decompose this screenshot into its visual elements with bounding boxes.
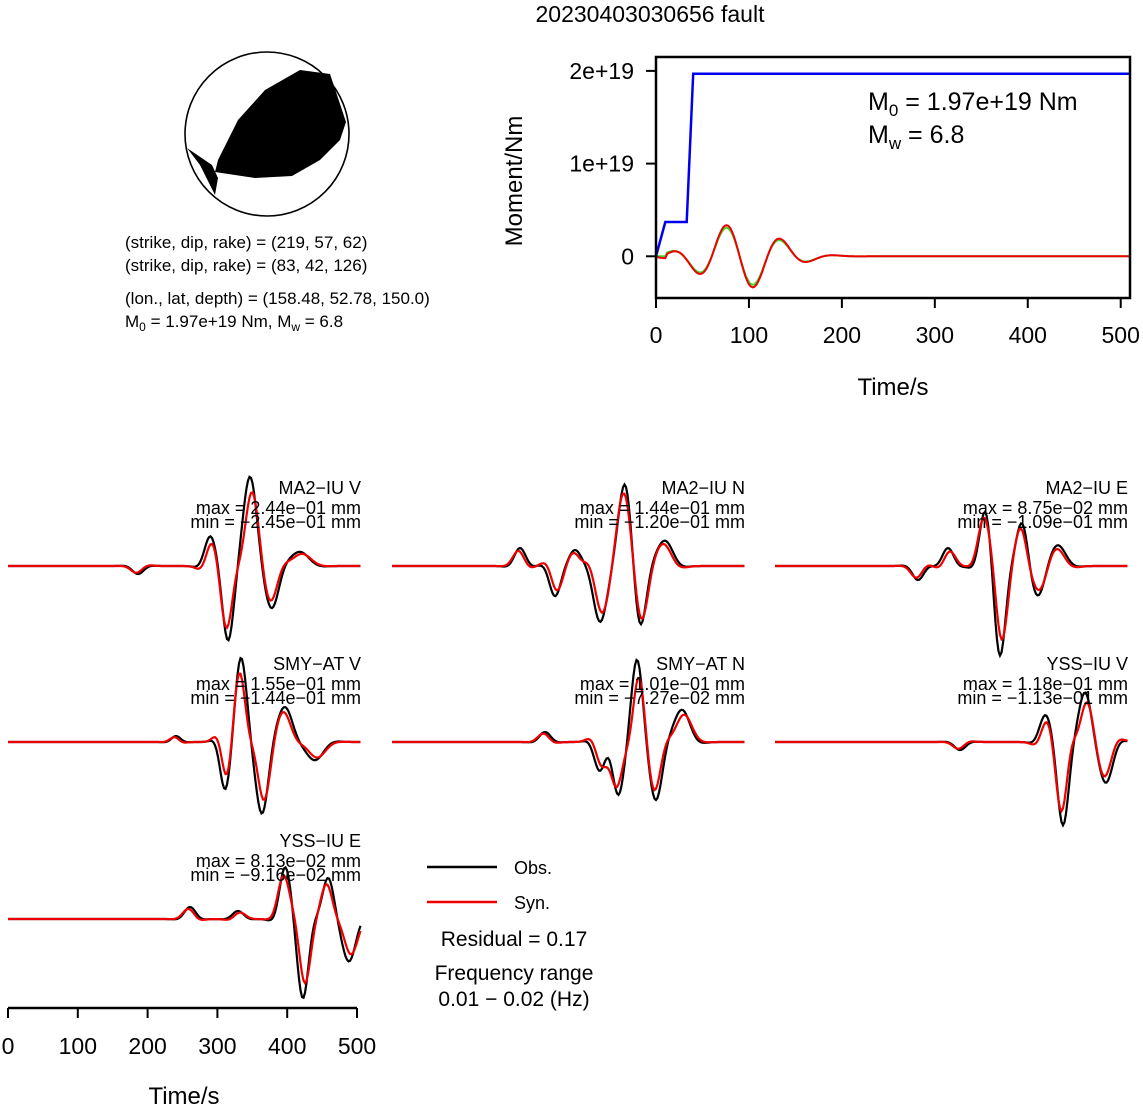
station-min: min = −1.44e−01 mm bbox=[190, 688, 361, 708]
station-max: max = 1.18e−01 mm bbox=[963, 674, 1128, 694]
station-max: max = 1.55e−01 mm bbox=[196, 674, 361, 694]
moment-x-axis: 0 100 200 300 400 500 bbox=[650, 298, 1140, 348]
moment-xtick-label: 400 bbox=[1009, 322, 1047, 348]
beachball-compression-main bbox=[215, 70, 346, 178]
moment-ylabel: Moment/Nm bbox=[501, 116, 528, 247]
obs-trace bbox=[775, 509, 1128, 659]
station-name: MA2−IU V bbox=[278, 478, 361, 498]
station-min: min = −9.16e−02 mm bbox=[190, 865, 361, 885]
syn-trace bbox=[392, 492, 745, 620]
station-max: max = 8.75e−02 mm bbox=[963, 498, 1128, 518]
moment-plot-frame bbox=[654, 55, 1132, 300]
moment-chart: 0 1e+19 2e+19 0 100 200 300 400 500 Moment/Nm T… bbox=[501, 55, 1140, 401]
moment-ytick-label: 2e+19 bbox=[569, 58, 634, 84]
syn-trace bbox=[775, 700, 1128, 814]
syn-trace bbox=[775, 516, 1128, 642]
moment-ytick-label: 0 bbox=[621, 243, 634, 269]
legend-syn-label: Syn. bbox=[514, 893, 550, 913]
syn-trace bbox=[8, 672, 361, 802]
frequency-label: Frequency range bbox=[435, 962, 594, 985]
beachball-compression-side bbox=[187, 148, 218, 195]
mw-annotation: Mw = 6.8 bbox=[868, 121, 964, 153]
obs-trace bbox=[775, 691, 1128, 828]
syn-trace bbox=[8, 490, 361, 630]
station-max: max = 8.13e−02 mm bbox=[196, 851, 361, 871]
station-min: min = −1.20e−01 mm bbox=[574, 512, 745, 532]
waveform-xlabel: Time/s bbox=[148, 1083, 219, 1106]
moment-xtick-label: 200 bbox=[823, 322, 861, 348]
beachball-diagram bbox=[184, 51, 350, 217]
plane2-text: (strike, dip, rake) = (83, 42, 126) bbox=[125, 256, 367, 275]
waveform-x-axis: 0 100 200 300 400 500 bbox=[2, 1006, 376, 1059]
station-max: max = 1.44e−01 mm bbox=[580, 498, 745, 518]
station-name: MA2−IU N bbox=[661, 478, 745, 498]
figure-title: 20230403030656 fault bbox=[536, 1, 766, 27]
station-name: SMY−AT V bbox=[273, 654, 361, 674]
station-name: SMY−AT N bbox=[656, 654, 745, 674]
frequency-value: 0.01 − 0.02 (Hz) bbox=[438, 988, 589, 1011]
moment-xtick-label: 100 bbox=[730, 322, 768, 348]
location-text: (lon., lat, depth) = (158.48, 52.78, 150… bbox=[125, 289, 430, 308]
station-name: MA2−IU E bbox=[1045, 478, 1128, 498]
station-min: min = −2.45e−01 mm bbox=[190, 512, 361, 532]
station-max: max = 1.01e−01 mm bbox=[580, 674, 745, 694]
waveform-xtick-label: 200 bbox=[128, 1033, 166, 1059]
residual-text: Residual = 0.17 bbox=[441, 928, 588, 951]
legend-obs-label: Obs. bbox=[514, 858, 552, 878]
moment-series-0 bbox=[654, 72, 1130, 257]
syn-trace bbox=[8, 874, 362, 986]
station-max: max = 2.44e−01 mm bbox=[196, 498, 361, 518]
waveform-xtick-label: 0 bbox=[2, 1033, 15, 1059]
moment-red-trace bbox=[655, 224, 1130, 289]
station-name: YSS−IU V bbox=[1046, 654, 1128, 674]
station-min: min = −7.27e−02 mm bbox=[574, 688, 745, 708]
waveform-xtick-label: 300 bbox=[198, 1033, 236, 1059]
moment-xtick-label: 0 bbox=[650, 322, 663, 348]
station-min: min = −1.13e−01 mm bbox=[957, 688, 1128, 708]
moment-xtick-label: 300 bbox=[916, 322, 954, 348]
waveform-xtick-label: 400 bbox=[268, 1033, 306, 1059]
moment-text: M0 = 1.97e+19 Nm, Mw = 6.8 bbox=[125, 312, 343, 334]
station-min: min = −1.09e−01 mm bbox=[957, 512, 1128, 532]
moment-xtick-label: 500 bbox=[1102, 322, 1140, 348]
syn-trace bbox=[392, 676, 745, 792]
plane1-text: (strike, dip, rake) = (219, 57, 62) bbox=[125, 233, 367, 252]
moment-ytick-label: 1e+19 bbox=[569, 151, 634, 177]
moment-xlabel: Time/s bbox=[857, 374, 928, 401]
mechanism-text: (strike, dip, rake) = (219, 57, 62) (str… bbox=[125, 233, 430, 334]
m0-annotation: M0 = 1.97e+19 Nm bbox=[868, 88, 1078, 120]
waveform-xtick-label: 500 bbox=[338, 1033, 376, 1059]
station-name: YSS−IU E bbox=[279, 831, 361, 851]
moment-y-axis: 0 1e+19 2e+19 bbox=[569, 58, 656, 269]
waveform-xtick-label: 100 bbox=[59, 1033, 97, 1059]
legend: Obs. Syn. bbox=[427, 858, 552, 913]
